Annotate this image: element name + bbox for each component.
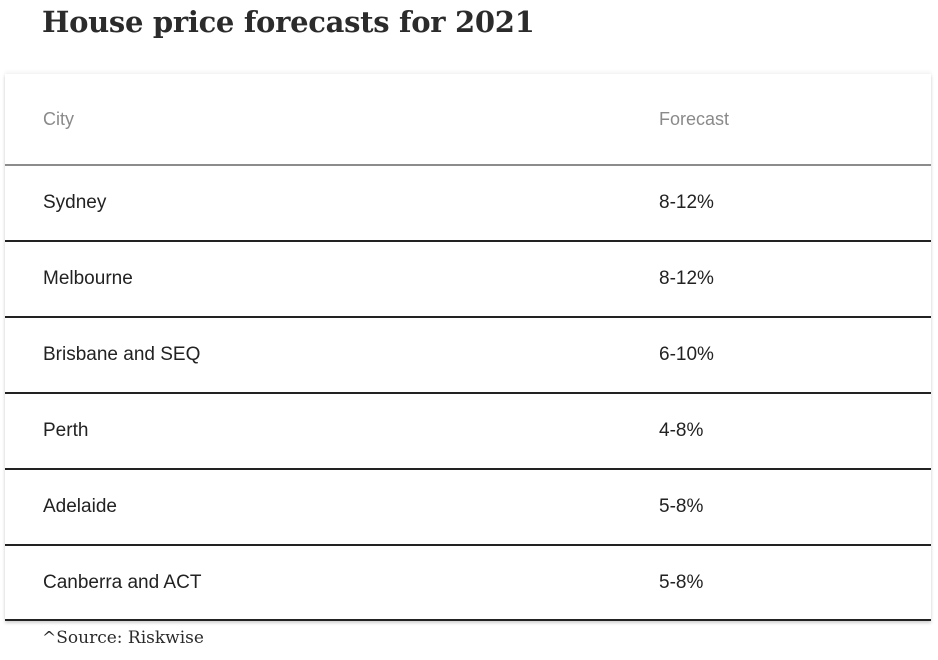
city-cell: Melbourne bbox=[5, 241, 659, 318]
forecast-cell: 8-12% bbox=[659, 165, 931, 242]
page-title: House price forecasts for 2021 bbox=[42, 5, 535, 39]
table-row: Adelaide 5-8% bbox=[5, 469, 931, 546]
forecast-cell: 6-10% bbox=[659, 317, 931, 394]
forecast-cell: 4-8% bbox=[659, 393, 931, 470]
source-note: ^Source: Riskwise bbox=[42, 628, 204, 648]
city-cell: Perth bbox=[5, 393, 659, 470]
city-cell: Adelaide bbox=[5, 469, 659, 546]
forecast-cell: 5-8% bbox=[659, 572, 704, 593]
table-header-row: City Forecast bbox=[5, 74, 931, 166]
table-row: Canberra and ACT 5-8% bbox=[5, 545, 931, 620]
city-cell: Canberra and ACT bbox=[43, 572, 202, 593]
column-header-forecast: Forecast bbox=[659, 74, 931, 166]
column-header-city: City bbox=[5, 74, 659, 166]
city-cell: Sydney bbox=[5, 165, 659, 242]
table-row: Sydney 8-12% bbox=[5, 165, 931, 242]
table-row: Brisbane and SEQ 6-10% bbox=[5, 317, 931, 394]
forecast-cell: 8-12% bbox=[659, 241, 931, 318]
table-row: Melbourne 8-12% bbox=[5, 241, 931, 318]
city-cell: Brisbane and SEQ bbox=[5, 317, 659, 394]
forecast-cell: 5-8% bbox=[659, 469, 931, 546]
table-row: Perth 4-8% bbox=[5, 393, 931, 470]
forecast-table-card: City Forecast Sydney 8-12% Melbourne 8-1… bbox=[5, 74, 931, 621]
forecast-table: City Forecast Sydney 8-12% Melbourne 8-1… bbox=[5, 74, 931, 620]
